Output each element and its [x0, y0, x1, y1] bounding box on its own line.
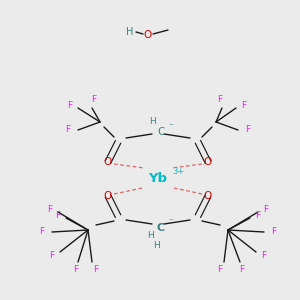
Text: F: F — [93, 266, 99, 274]
Text: O: O — [104, 157, 112, 167]
Text: F: F — [261, 251, 267, 260]
Text: F: F — [74, 266, 79, 274]
Text: F: F — [92, 95, 97, 104]
Text: O: O — [104, 191, 112, 201]
Text: F: F — [272, 227, 277, 236]
Text: F: F — [50, 251, 55, 260]
Text: F: F — [65, 125, 70, 134]
Text: O: O — [144, 30, 152, 40]
Text: C: C — [157, 127, 165, 137]
Text: O: O — [204, 157, 212, 167]
Text: Yb: Yb — [148, 172, 167, 184]
Text: F: F — [68, 100, 73, 109]
Text: F: F — [39, 227, 45, 236]
Text: ⁻: ⁻ — [168, 122, 174, 132]
Text: 3+: 3+ — [172, 167, 184, 176]
Text: H: H — [150, 118, 156, 127]
Text: ⁻: ⁻ — [168, 217, 174, 227]
Text: F: F — [218, 266, 223, 274]
Text: F: F — [239, 266, 244, 274]
Text: F: F — [245, 125, 250, 134]
Text: F: F — [56, 211, 61, 220]
Text: H: H — [126, 27, 134, 37]
Text: C: C — [157, 223, 165, 233]
Text: F: F — [242, 100, 247, 109]
Text: F: F — [47, 205, 52, 214]
Text: H: H — [147, 232, 153, 241]
Text: F: F — [255, 211, 261, 220]
Text: F: F — [263, 205, 268, 214]
Text: F: F — [218, 95, 223, 104]
Text: H: H — [153, 242, 159, 250]
Text: O: O — [204, 191, 212, 201]
